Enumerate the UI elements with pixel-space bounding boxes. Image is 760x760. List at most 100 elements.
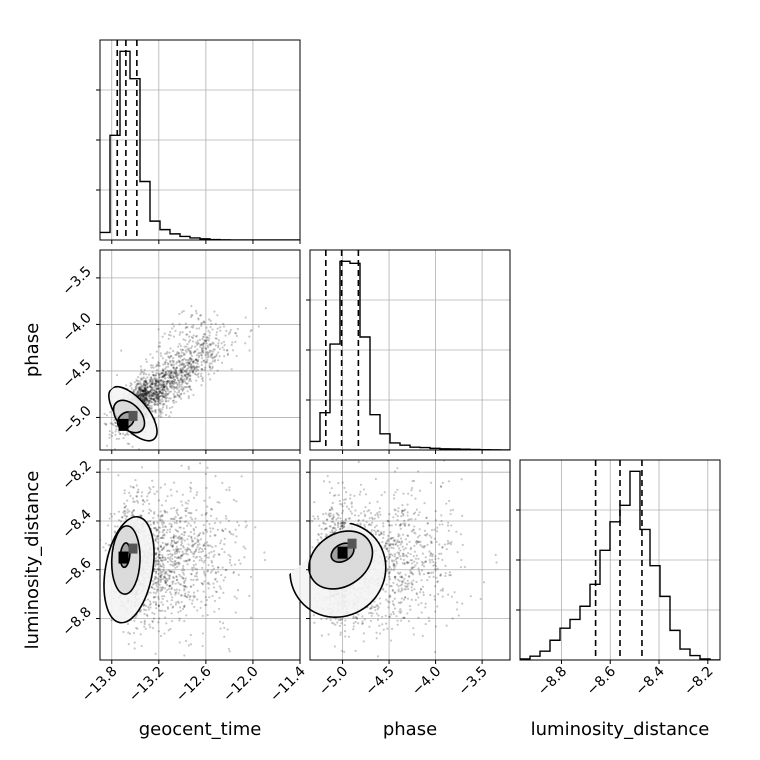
sample-point (350, 502, 353, 505)
sample-point (382, 530, 385, 533)
sample-point (154, 538, 157, 542)
sample-point (180, 381, 183, 384)
sample-point (200, 581, 203, 585)
sample-point (248, 349, 251, 352)
sample-point (125, 432, 128, 436)
sample-point (153, 526, 156, 530)
sample-point (200, 363, 203, 367)
sample-point (153, 534, 156, 537)
sample-point (174, 528, 177, 531)
sample-point (144, 380, 148, 384)
sample-point (219, 542, 222, 545)
sample-point (139, 608, 142, 612)
sample-point (196, 362, 199, 365)
sample-point (197, 540, 200, 544)
sample-point (157, 385, 160, 388)
sample-point (173, 588, 176, 592)
sample-point (164, 571, 167, 574)
sample-point (165, 544, 168, 547)
sample-point (152, 394, 155, 398)
sample-point (140, 621, 143, 624)
sample-point (148, 502, 151, 505)
sample-point (228, 650, 231, 653)
sample-point (197, 356, 200, 359)
sample-point (185, 550, 188, 553)
sample-point (180, 358, 184, 362)
sample-point (333, 522, 336, 525)
sample-point (198, 351, 201, 354)
sample-point (190, 388, 193, 391)
sample-point (390, 524, 393, 527)
sample-point (167, 574, 171, 577)
sample-point (170, 372, 173, 375)
sample-point (154, 373, 157, 377)
sample-point (188, 335, 191, 338)
sample-point (143, 395, 146, 398)
sample-point (202, 336, 205, 339)
sample-point (149, 383, 152, 386)
sample-point (177, 355, 180, 358)
sample-point (153, 403, 156, 406)
sample-point (327, 513, 330, 517)
sample-point (152, 366, 155, 369)
sample-point (164, 389, 167, 393)
sample-point (163, 483, 167, 486)
sample-point (154, 581, 157, 585)
sample-point (146, 499, 149, 502)
sample-point (179, 370, 183, 373)
sample-point (155, 380, 158, 384)
sample-point (168, 530, 172, 534)
sample-point (147, 391, 150, 394)
sample-point (424, 606, 427, 609)
sample-point (144, 396, 147, 399)
sample-point (404, 573, 407, 576)
sample-point (159, 395, 162, 398)
sample-point (174, 329, 177, 333)
sample-point (146, 393, 149, 397)
sample-point (185, 333, 188, 336)
sample-point (162, 536, 165, 540)
sample-point (426, 522, 429, 525)
sample-point (154, 595, 157, 598)
sample-point (182, 571, 185, 574)
sample-point (135, 495, 138, 498)
sample-point (180, 500, 183, 503)
sample-point (390, 639, 393, 642)
sample-point (159, 410, 162, 413)
sample-point (236, 520, 239, 524)
sample-point (209, 343, 212, 346)
sample-point (339, 525, 342, 528)
sample-point (158, 341, 161, 344)
sample-point (385, 598, 388, 601)
sample-point (154, 393, 157, 396)
sample-point (399, 575, 402, 578)
sample-point (176, 387, 179, 390)
sample-point (207, 351, 210, 355)
sample-point (153, 511, 156, 514)
sample-point (197, 372, 200, 375)
sample-point (168, 557, 171, 560)
sample-point (206, 544, 209, 547)
sample-point (191, 336, 194, 340)
sample-point (161, 408, 164, 411)
sample-point (386, 600, 390, 603)
sample-point (196, 360, 199, 363)
sample-point (155, 391, 158, 395)
sample-point (146, 386, 149, 389)
sample-point (162, 374, 165, 377)
sample-point (223, 626, 226, 630)
sample-point (161, 534, 164, 537)
sample-point (179, 360, 182, 363)
sample-point (156, 567, 159, 571)
sample-point (149, 397, 153, 400)
sample-point (183, 380, 186, 383)
sample-point (158, 609, 161, 612)
sample-point (223, 355, 226, 358)
sample-point (172, 506, 176, 509)
sample-point (139, 390, 142, 393)
sample-point (163, 388, 166, 391)
sample-point (368, 516, 371, 520)
sample-point (187, 465, 190, 469)
sample-point (160, 537, 163, 540)
sample-point (235, 354, 238, 358)
